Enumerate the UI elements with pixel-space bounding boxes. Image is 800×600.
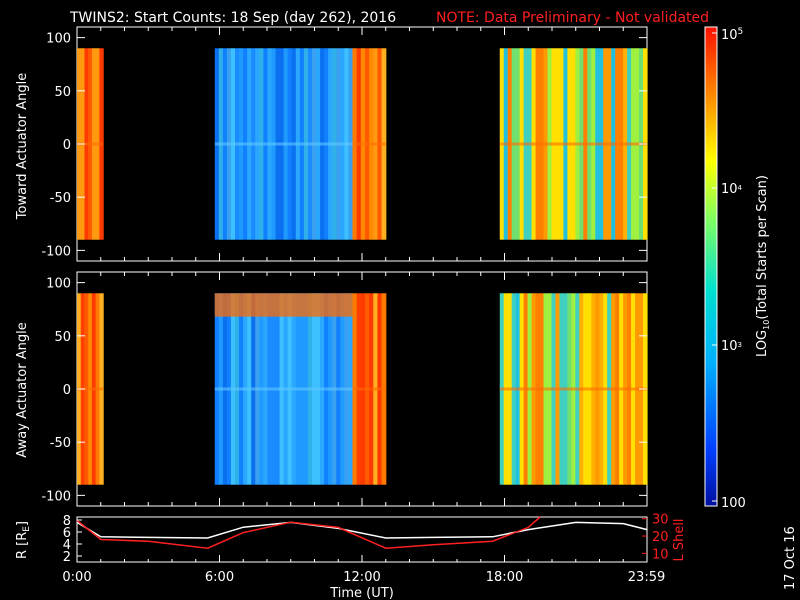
colorbar-label-rest: (Total Starts per Scan) xyxy=(755,175,770,320)
orbit-series-1 xyxy=(76,516,541,549)
zero-angle-stripe-0 xyxy=(77,142,104,146)
panel-toward: 100 50 0 -50 -100 Toward Actuator Angle xyxy=(15,26,648,262)
chart-note: NOTE: Data Preliminary - Not validated xyxy=(436,10,709,26)
right-tick-label-1: 20 xyxy=(652,530,669,545)
time-label-2: 12:00 xyxy=(343,570,380,585)
time-axis-labels: 0:00 6:00 12:00 18:00 23:59 xyxy=(62,570,665,585)
colorbar-tick-label-1e5: 105 xyxy=(721,27,743,43)
time-label-0: 0:00 xyxy=(62,570,91,585)
zero-angle-stripe-2 xyxy=(352,142,386,146)
colorbar-tick-label-100: 100 xyxy=(721,496,746,511)
ytick-label-1: 50 xyxy=(54,330,71,345)
colorbar-label-log: LOG xyxy=(755,330,770,357)
panel-away-ylabel: Away Actuator Angle xyxy=(15,322,30,457)
zero-angle-stripe-3 xyxy=(499,142,647,146)
left-tick-label-2: 4 xyxy=(63,538,71,553)
time-label-1: 6:00 xyxy=(205,570,234,585)
zero-angle-stripe-1 xyxy=(214,387,353,391)
colorbar-ticks xyxy=(712,32,717,502)
zero-angle-stripe-3 xyxy=(499,387,647,391)
time-axis-title: Time (UT) xyxy=(329,586,394,600)
date-stamp: 17 Oct 16 xyxy=(783,526,798,590)
colorbar-tick-label-1e3: 103 xyxy=(721,339,742,354)
colorbar-tick-label-1e4: 104 xyxy=(721,182,743,197)
panel-toward-yticks: 100 50 0 -50 -100 xyxy=(41,27,648,261)
zero-angle-stripe-1 xyxy=(214,142,353,146)
ytick-label-4: -100 xyxy=(41,489,71,504)
zero-angle-stripe-0 xyxy=(77,387,104,391)
ytick-label-0: 100 xyxy=(46,32,71,47)
ytick-label-3: -50 xyxy=(50,191,71,206)
panel-orbit-lines xyxy=(76,516,648,549)
colorbar-label-sub: 10 xyxy=(762,320,771,330)
orbit-right-axis-label: L Shell xyxy=(672,518,687,561)
time-label-3: 18:00 xyxy=(486,570,523,585)
orbit-left-axis-label-main: R [R xyxy=(15,532,30,559)
chart-title: TWINS2: Start Counts: 18 Sep (day 262), … xyxy=(69,10,396,26)
orbit-series-0 xyxy=(76,521,648,539)
left-tick-label-0: 8 xyxy=(63,514,71,529)
colorbar-label: LOG10(Total Starts per Scan) xyxy=(755,175,771,357)
left-tick-label-3: 2 xyxy=(63,550,71,565)
right-tick-label-2: 10 xyxy=(652,547,669,562)
orbit-left-axis-label-sub: E xyxy=(22,526,32,532)
panel-away-yticks: 100 50 0 -50 -100 xyxy=(41,272,648,506)
panel-orbit-frame xyxy=(76,516,648,563)
ytick-label-1: 50 xyxy=(54,85,71,100)
away-high-band xyxy=(214,293,353,317)
panel-away-heatmap xyxy=(77,293,648,485)
ytick-label-2: 0 xyxy=(63,383,71,398)
colorbar: 105 104 103 100 LOG10(Total Starts per S… xyxy=(704,26,771,511)
panel-toward-heatmap xyxy=(77,48,648,240)
zero-angle-stripe-2 xyxy=(352,387,386,391)
orbit-left-axis-label: R [RE] xyxy=(15,521,32,559)
left-tick-label-1: 6 xyxy=(63,526,71,541)
panel-away: 100 50 0 -50 -100 Away Actuator Angle xyxy=(15,271,648,507)
right-tick-label-0: 30 xyxy=(652,513,669,528)
panel-toward-ylabel: Toward Actuator Angle xyxy=(15,73,30,220)
time-label-4: 23:59 xyxy=(628,570,665,585)
colorbar-gradient xyxy=(704,26,718,507)
orbit-left-axis-label-end: ] xyxy=(15,521,30,526)
ytick-label-2: 0 xyxy=(63,138,71,153)
ytick-label-0: 100 xyxy=(46,277,71,292)
ytick-label-4: -100 xyxy=(41,244,71,259)
ytick-label-3: -50 xyxy=(50,436,71,451)
